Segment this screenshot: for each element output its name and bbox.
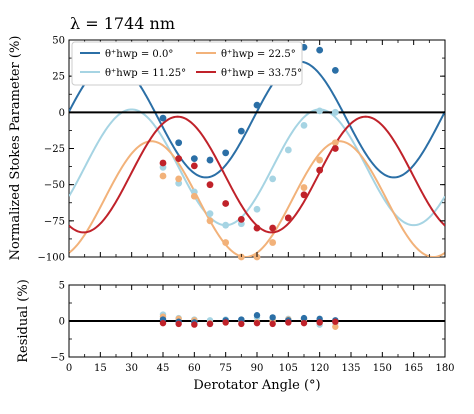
- residual-y-ticks: 5 0 −5: [50, 281, 445, 364]
- data-point-2-3: [206, 217, 214, 225]
- data-point-3-6: [253, 224, 261, 232]
- residual-point-2-6: [253, 312, 261, 319]
- residual-point-3-8: [285, 319, 292, 326]
- data-point-2-0: [159, 172, 167, 180]
- residual-point-3-1: [175, 320, 182, 328]
- x-tick-label: 150: [373, 363, 392, 374]
- residual-point-3-7: [269, 320, 276, 328]
- legend-label-2: θ⁺hwp = 22.5°: [221, 49, 296, 60]
- residual-point-3-10: [316, 319, 323, 326]
- x-tick-label: 105: [279, 363, 298, 374]
- legend-label-3: θ⁺hwp = 33.75°: [221, 68, 302, 79]
- data-point-3-11: [331, 145, 339, 152]
- residual-point-3-5: [238, 320, 245, 328]
- data-point-2-2: [190, 192, 198, 200]
- residual-point-1-11: [332, 323, 339, 330]
- bottom-x-ticks: 0 15 30 45 60 75 90 105 120 135 150 165 180: [66, 285, 455, 374]
- data-point-2-7: [269, 239, 277, 246]
- y-tick-label: 50: [52, 36, 65, 47]
- residual-plot: 0 15 30 45 60 75 90 105 120 135 150 165 180 50−5 Res…: [16, 279, 455, 393]
- data-point-1-7: [269, 175, 277, 183]
- model-curve-1: [69, 108, 445, 227]
- data-point-0-2: [190, 155, 198, 163]
- data-points: [159, 43, 339, 261]
- x-tick-label: 15: [94, 363, 107, 374]
- x-tick-label: 60: [188, 363, 201, 374]
- chart-title: λ = 1744 nm: [70, 14, 175, 33]
- data-point-0-5: [237, 127, 245, 135]
- data-point-0-1: [175, 139, 183, 147]
- data-point-3-10: [316, 166, 324, 174]
- residual-point-3-6: [253, 319, 261, 327]
- legend: θ⁺hwp = 0.0° θ⁺hwp = 22.5° θ⁺hwp = 11.25° θ…: [71, 41, 303, 86]
- x-tick-label: 45: [157, 363, 170, 374]
- data-point-0-10: [316, 46, 324, 54]
- data-point-3-1: [175, 155, 183, 163]
- data-point-2-11: [331, 139, 339, 147]
- y-tick-label: 0: [59, 108, 65, 119]
- data-point-3-8: [284, 214, 292, 222]
- data-point-3-2: [190, 162, 198, 170]
- x-tick-label: 135: [341, 363, 360, 374]
- data-point-2-4: [222, 239, 230, 246]
- x-tick-label: 165: [404, 363, 423, 374]
- top-plot: 50 25 0 −25 −50 −75 −100 Normalized Stokes Par…: [8, 36, 446, 264]
- residual-point-3-2: [191, 321, 198, 328]
- data-point-1-8: [284, 146, 292, 154]
- data-point-1-11: [331, 108, 339, 116]
- data-point-3-7: [269, 224, 277, 232]
- y-tick-label: 0: [59, 317, 65, 328]
- data-point-1-3: [206, 210, 214, 218]
- data-point-2-10: [316, 156, 324, 164]
- x-tick-label: 30: [125, 363, 138, 374]
- top-y-ticks: 50 25 0 −25 −50 −75 −100: [38, 36, 445, 264]
- y-tick-label: −100: [38, 253, 65, 264]
- data-point-3-4: [222, 200, 230, 207]
- x-tick-label: 180: [435, 363, 454, 374]
- data-point-3-5: [237, 215, 245, 223]
- legend-label-0: θ⁺hwp = 0.0°: [105, 49, 173, 60]
- residual-y-axis-label: Residual (%): [16, 279, 31, 363]
- x-tick-label: 75: [219, 363, 232, 374]
- residual-point-3-9: [300, 319, 308, 327]
- data-point-1-4: [222, 221, 230, 229]
- data-point-2-9: [300, 184, 308, 191]
- data-point-3-0: [159, 159, 167, 167]
- data-point-0-0: [159, 114, 167, 122]
- top-y-axis-label: Normalized Stokes Parameter (%): [8, 36, 23, 261]
- residual-point-3-0: [159, 319, 167, 327]
- residual-points: [159, 311, 339, 330]
- data-point-1-10: [316, 107, 324, 115]
- data-point-2-1: [175, 175, 183, 183]
- data-point-0-11: [331, 66, 339, 74]
- data-point-0-6: [253, 101, 261, 109]
- x-tick-label: 120: [310, 363, 329, 374]
- model-curve-2: [69, 140, 445, 257]
- legend-frame: [71, 41, 303, 86]
- model-curve-3: [69, 115, 445, 234]
- data-point-0-3: [206, 156, 214, 164]
- x-tick-label: 90: [251, 363, 264, 374]
- data-point-0-4: [222, 149, 230, 157]
- data-point-1-9: [300, 121, 308, 129]
- top-x-ticks: [68, 40, 446, 257]
- data-point-1-6: [253, 205, 261, 213]
- x-axis-label: Derotator Angle (°): [193, 378, 320, 393]
- data-point-3-9: [300, 191, 308, 199]
- residual-point-3-11: [332, 318, 339, 325]
- x-tick-label: 0: [66, 363, 72, 374]
- residual-point-2-9: [300, 314, 308, 322]
- data-point-3-3: [206, 181, 214, 189]
- y-tick-label: −75: [44, 216, 65, 227]
- y-tick-label: −50: [44, 180, 65, 191]
- residual-point-3-4: [222, 319, 229, 326]
- y-tick-label: −25: [44, 144, 65, 155]
- y-tick-label: −5: [50, 353, 65, 364]
- legend-label-1: θ⁺hwp = 11.25°: [105, 68, 186, 79]
- y-tick-label: 25: [52, 72, 65, 83]
- residual-point-3-3: [206, 320, 214, 328]
- y-tick-label: 5: [59, 281, 65, 292]
- residual-point-2-7: [269, 314, 276, 321]
